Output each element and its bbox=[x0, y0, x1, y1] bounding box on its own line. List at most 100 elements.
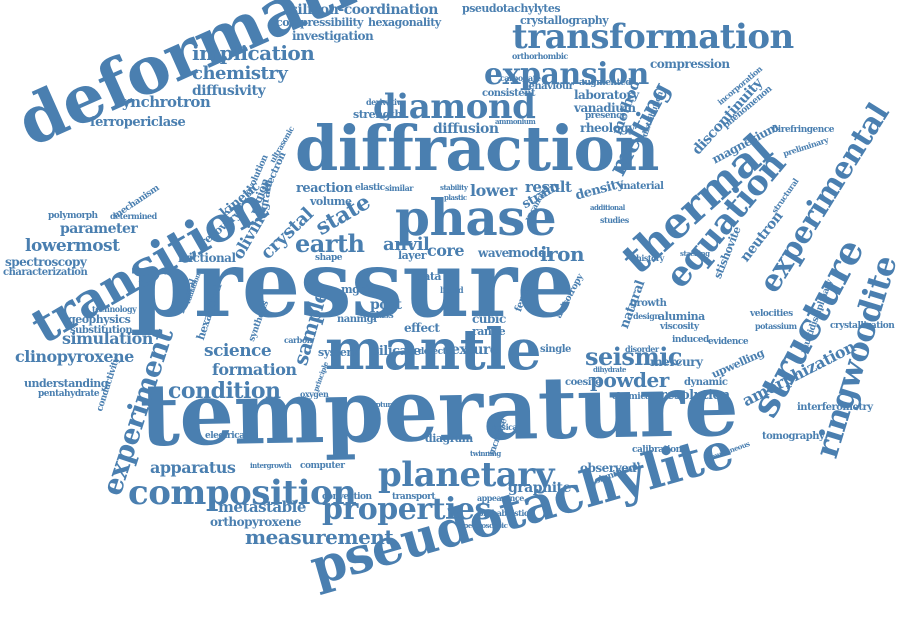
word-compression: compression bbox=[650, 57, 730, 71]
word-rupture: rupture bbox=[368, 400, 395, 409]
word-mantle: mantle bbox=[325, 317, 542, 383]
word-lowermost: lowermost bbox=[25, 236, 120, 256]
word-diffraction: diffraction bbox=[295, 112, 659, 185]
word-dihydrate: dihydrate bbox=[593, 365, 627, 374]
word-probabilistic: probabilistic bbox=[478, 508, 529, 518]
word-material: material bbox=[620, 181, 664, 192]
word-ammonium: ammonium bbox=[495, 117, 536, 126]
word-stability: stability bbox=[440, 183, 468, 192]
word-layer: layer bbox=[398, 249, 427, 262]
word-birefringence: birefringence bbox=[772, 125, 835, 135]
word-derivative: derivative bbox=[366, 97, 406, 107]
word-understanding: understanding bbox=[24, 377, 108, 390]
word-diagram: diagram bbox=[425, 432, 473, 445]
word-mercury: mercury bbox=[650, 355, 703, 369]
word-silicate: silicate bbox=[372, 344, 421, 359]
word-laboratory: laboratory bbox=[574, 88, 639, 102]
word-growth: growth bbox=[630, 298, 667, 309]
word-resolution: resolution bbox=[660, 388, 730, 403]
word-geophysics: geophysics bbox=[68, 313, 131, 326]
word-vanadium: vanadium bbox=[574, 101, 636, 115]
word-viscosity: viscosity bbox=[660, 322, 699, 332]
word-texture: texture bbox=[445, 342, 499, 358]
word-condition: condition bbox=[168, 378, 281, 404]
word-polymorph: polymorph bbox=[48, 211, 98, 221]
word-velocities: velocities bbox=[750, 309, 793, 319]
word-crystallization: crystallization bbox=[830, 321, 895, 331]
word-chemistry: chemistry bbox=[192, 63, 288, 84]
word-pseudotachylytes: pseudotachylytes bbox=[462, 2, 561, 15]
word-mgsio: mgsio bbox=[341, 283, 376, 296]
word-expansion: expansion bbox=[484, 57, 649, 92]
word-tomography: tomography bbox=[762, 431, 825, 442]
word-intergrowth: intergrowth bbox=[250, 461, 292, 470]
word-powder: powder bbox=[590, 368, 669, 392]
word-potassium: potassium bbox=[755, 321, 797, 331]
word-graphite: graphite bbox=[508, 480, 571, 496]
word-additional: additional bbox=[590, 203, 625, 212]
word-pentahydrate: pentahydrate bbox=[38, 389, 100, 399]
word-simulation: simulation bbox=[62, 329, 153, 348]
word-reaction: reaction bbox=[296, 181, 353, 196]
word-investigation: investigation bbox=[292, 29, 374, 43]
word-substitution: substitution bbox=[70, 325, 133, 336]
word-ferropericlase: ferropericlase bbox=[90, 115, 186, 130]
word-anvil: anvil bbox=[383, 234, 430, 255]
word-augmented: augmented bbox=[579, 78, 632, 88]
word-silicon-coordination: silicon-coordination bbox=[290, 2, 438, 18]
word-carbonate: carbonate bbox=[500, 73, 541, 83]
word-preliminary: preliminary bbox=[781, 134, 830, 159]
word-design: design bbox=[633, 311, 660, 321]
word-diamond: diamond bbox=[373, 87, 536, 127]
word-crystallography: crystallography bbox=[520, 14, 609, 27]
word-carbon: carbon bbox=[284, 335, 313, 345]
word-glass: glass bbox=[370, 311, 394, 321]
word-observed: observed bbox=[580, 461, 637, 475]
word-range: range bbox=[472, 325, 506, 338]
word-cubic: cubic bbox=[472, 312, 506, 326]
word-spectroscopy: spectroscopy bbox=[5, 255, 87, 269]
word-data: data bbox=[416, 270, 442, 283]
word-spectroscopic: spectroscopic bbox=[460, 521, 508, 530]
word-presence: presence bbox=[585, 111, 627, 121]
word-effect: effect bbox=[404, 321, 440, 335]
word-core: core bbox=[427, 241, 465, 260]
word-properties: properties bbox=[322, 492, 491, 527]
word-measurement: measurement bbox=[245, 525, 394, 549]
word-orthorhombic: orthorhombic bbox=[512, 51, 568, 61]
word-diffusivity: diffusivity bbox=[192, 83, 266, 99]
word-transport: transport bbox=[392, 492, 436, 502]
word-phase: phase bbox=[395, 188, 557, 247]
word-dynamic: dynamic bbox=[684, 377, 728, 388]
word-alumina: alumina bbox=[658, 310, 705, 323]
word-consistent: consistent bbox=[482, 88, 535, 99]
word-synchrotron: synchrotron bbox=[114, 93, 211, 111]
word-determined: determined bbox=[110, 211, 157, 221]
word-pressure: pressure bbox=[130, 230, 575, 338]
word-calibration: calibration bbox=[632, 445, 682, 455]
word-metastable: metastable bbox=[218, 498, 306, 516]
word-post: post bbox=[370, 297, 402, 313]
word-appearance: appearance bbox=[477, 493, 524, 503]
word-system: system bbox=[318, 346, 358, 359]
word-model: model bbox=[508, 246, 551, 261]
word-parameter: parameter bbox=[60, 221, 138, 237]
word-shape: shape bbox=[315, 253, 342, 263]
word-rheology: rheology bbox=[580, 121, 635, 135]
word-nanmgf: nanmgf bbox=[337, 314, 377, 325]
word-transformation: transformation bbox=[512, 17, 794, 57]
word-science: science bbox=[204, 341, 272, 361]
word-similar: similar bbox=[385, 183, 413, 193]
word-planetary: planetary bbox=[378, 455, 554, 495]
word-physical: physical bbox=[487, 422, 520, 432]
word-volume: volume bbox=[310, 195, 352, 208]
word-lower: lower bbox=[470, 181, 517, 200]
word-diffusion: diffusion bbox=[433, 121, 499, 137]
word-seismic: seismic bbox=[585, 342, 683, 371]
word-chemical: chemical bbox=[612, 392, 654, 402]
word-orthopyroxene: orthopyroxene bbox=[210, 515, 301, 529]
word-iron: iron bbox=[540, 242, 585, 266]
word-earth: earth bbox=[295, 229, 365, 258]
word-electrical: electrical bbox=[205, 431, 248, 441]
